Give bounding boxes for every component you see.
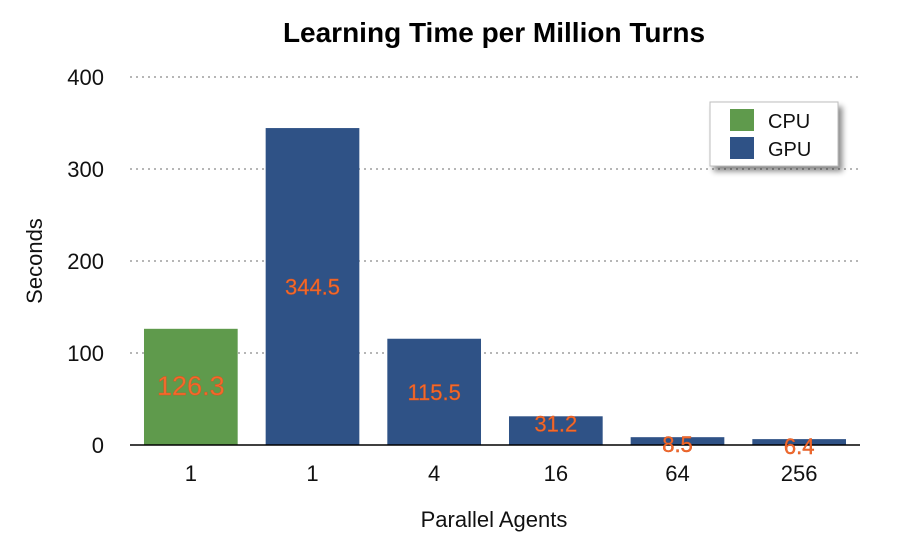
x-axis-title: Parallel Agents: [421, 507, 568, 532]
chart-title: Learning Time per Million Turns: [283, 17, 705, 48]
legend: CPU GPU: [709, 101, 839, 167]
bars: [143, 128, 847, 445]
y-tick-label: 300: [67, 157, 104, 182]
legend-label-gpu: GPU: [768, 139, 811, 161]
data-label: 31.2: [534, 411, 577, 436]
data-label: 126.3: [157, 371, 225, 401]
y-axis-title: Seconds: [22, 218, 47, 304]
bar-gpu-5: [752, 439, 847, 445]
data-label: 344.5: [285, 275, 340, 300]
bar-gpu-3: [508, 416, 603, 445]
x-tick-label: 16: [544, 461, 568, 486]
y-axis-ticks: 0 100 200 300 400: [67, 65, 104, 458]
bar-gpu-4: [630, 437, 725, 445]
data-label: 115.5: [407, 380, 460, 405]
legend-swatch-gpu: [730, 137, 754, 159]
bar-cpu-0: [143, 328, 238, 445]
x-axis-ticks: 1 1 4 16 64 256: [185, 461, 818, 486]
y-tick-label: 200: [67, 249, 104, 274]
data-label: 6.4: [784, 434, 815, 459]
gridlines: [130, 76, 860, 354]
bar-gpu-2: [387, 338, 482, 445]
x-tick-label: 1: [185, 461, 197, 486]
y-tick-label: 0: [92, 433, 104, 458]
x-tick-label: 1: [306, 461, 318, 486]
x-tick-label: 4: [428, 461, 440, 486]
data-label: 8.5: [662, 432, 693, 457]
y-tick-label: 400: [67, 65, 104, 90]
x-tick-label: 256: [781, 461, 818, 486]
legend-swatch-cpu: [730, 109, 754, 131]
bar-gpu-1: [265, 128, 360, 445]
legend-label-cpu: CPU: [768, 111, 810, 133]
y-tick-label: 100: [67, 341, 104, 366]
data-labels: 126.3 344.5 115.5 31.2 8.5 6.4: [157, 274, 815, 459]
x-tick-label: 64: [665, 461, 689, 486]
